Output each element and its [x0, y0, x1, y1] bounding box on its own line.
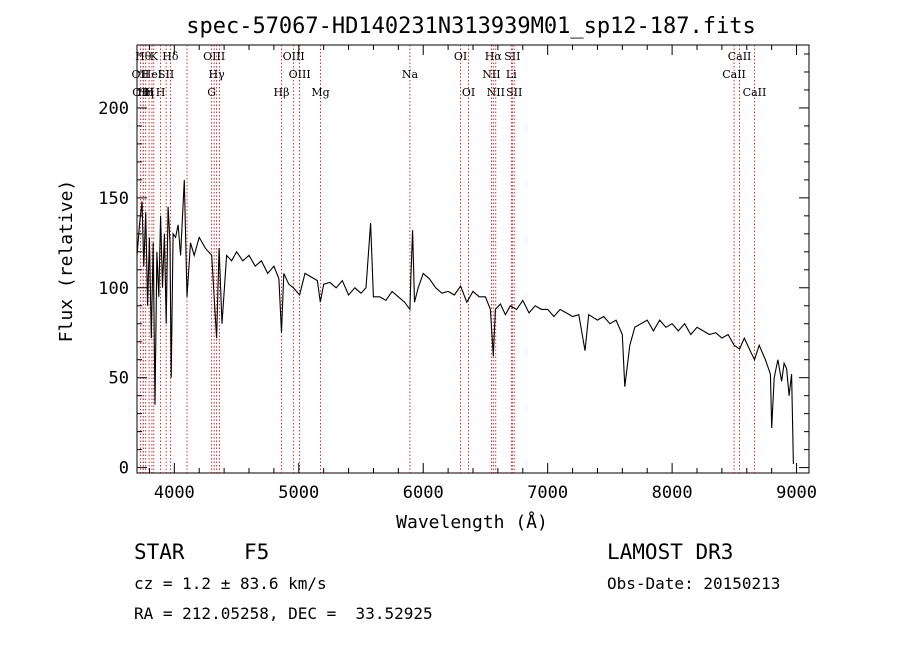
line-marker-label-11: G — [207, 86, 216, 99]
redshift-readout: cz = 1.2 ± 83.6 km/s — [134, 574, 327, 593]
line-marker-label-6: K — [150, 50, 159, 63]
line-marker-label-28: CaII — [722, 68, 746, 81]
x-axis: 4000 5000 6000 7000 8000 9000 — [148, 45, 817, 503]
line-marker-label-9: Hδ — [162, 50, 179, 63]
y-tick-label: 200 — [98, 99, 129, 119]
obs-date: Obs-Date: 20150213 — [607, 574, 781, 593]
line-marker-label-18: Mg — [311, 86, 329, 99]
chart-title: spec-57067-HD140231N313939M01_sp12-187.f… — [186, 14, 756, 39]
y-tick-label: 50 — [109, 369, 129, 389]
line-marker-label-0: OII — [132, 68, 150, 81]
line-marker-label-21: OI — [462, 86, 475, 99]
line-marker-label-12: OIII — [203, 50, 225, 63]
line-marker-label-24: NII — [487, 86, 505, 99]
line-marker-label-7: H — [156, 86, 166, 99]
line-marker-label-23: Hα — [485, 50, 503, 63]
line-marker-label-13: Hγ — [209, 68, 226, 81]
line-marker-label-16: OIII — [283, 50, 305, 63]
line-marker-label-30: CaII — [743, 86, 767, 99]
line-marker-label-1: Hθ — [135, 50, 152, 63]
y-axis-label: Flux (relative) — [56, 180, 77, 343]
line-marker-label-22: NII — [482, 68, 500, 81]
line-marker-label-2: OIII — [132, 86, 154, 99]
x-tick-label: 6000 — [403, 483, 444, 503]
x-tick-label: 7000 — [527, 483, 568, 503]
x-tick-label: 8000 — [652, 483, 693, 503]
object-subclass: F5 — [244, 540, 270, 564]
line-marker-label-20: OI — [454, 50, 467, 63]
y-tick-label: 100 — [98, 279, 129, 299]
line-marker-label-15: Hβ — [274, 86, 290, 99]
line-marker-labels: OIIHθOIIIHηHHeIKHSIIHδGOIIIHγHβOIIIOIIIM… — [132, 50, 767, 99]
line-marker-label-3: Hη — [138, 86, 154, 99]
line-marker-label-25: Li — [506, 68, 517, 81]
line-marker-label-17: OIII — [289, 68, 311, 81]
spectrum-line — [136, 179, 794, 465]
line-marker-label-19: Na — [402, 68, 419, 81]
x-tick-label: 9000 — [776, 483, 817, 503]
survey-name: LAMOST DR3 — [607, 540, 734, 564]
y-tick-label: 150 — [98, 189, 129, 209]
line-marker-label-4: H — [144, 86, 154, 99]
coordinates-readout: RA = 212.05258, DEC = 33.52925 — [134, 604, 433, 623]
line-markers — [139, 45, 755, 473]
y-axis: 0 50 100 150 200 — [98, 53, 809, 479]
object-class: STAR — [134, 540, 185, 564]
line-marker-label-27: SII — [506, 86, 522, 99]
line-marker-label-8: SII — [158, 68, 174, 81]
x-tick-label: 4000 — [154, 483, 195, 503]
line-marker-label-26: SII — [504, 50, 520, 63]
x-axis-label: Wavelength (Å) — [396, 511, 548, 533]
y-tick-label: 0 — [119, 459, 129, 479]
x-tick-label: 5000 — [278, 483, 319, 503]
plot-frame — [136, 44, 810, 474]
line-marker-label-5: HeI — [142, 68, 162, 81]
line-marker-label-29: CaII — [728, 50, 752, 63]
